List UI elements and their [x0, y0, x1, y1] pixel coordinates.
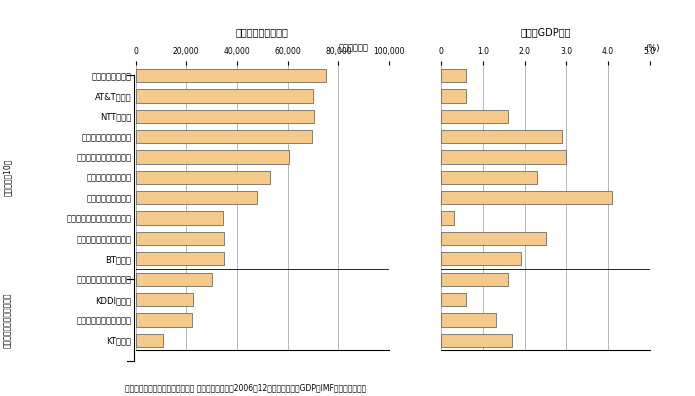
Bar: [441, 69, 466, 82]
Bar: [441, 334, 512, 347]
Bar: [136, 191, 256, 204]
Text: （参考）アジア主要事業者: （参考）アジア主要事業者: [3, 292, 13, 348]
Bar: [441, 272, 508, 286]
Bar: [136, 334, 163, 347]
Bar: [136, 69, 326, 82]
Bar: [136, 272, 212, 286]
Text: 対自国GDP比率: 対自国GDP比率: [521, 27, 571, 37]
Text: 通信サービス売上高: 通信サービス売上高: [236, 27, 289, 37]
Text: (%): (%): [646, 44, 660, 53]
Bar: [441, 211, 454, 225]
Bar: [136, 252, 224, 265]
Bar: [441, 110, 508, 123]
Bar: [441, 191, 612, 204]
Bar: [441, 89, 466, 103]
Bar: [441, 313, 496, 327]
Bar: [441, 150, 566, 164]
Bar: [136, 89, 313, 103]
Bar: [136, 232, 224, 245]
Text: 通信サービス売上高はガートナー データクエスト（2006年12月）資料，自国GDPはIMF資料により作成: 通信サービス売上高はガートナー データクエスト（2006年12月）資料，自国GD…: [125, 383, 366, 392]
Bar: [136, 110, 314, 123]
Text: （百万ドル）: （百万ドル）: [339, 44, 369, 53]
Bar: [441, 252, 521, 265]
Bar: [441, 171, 537, 184]
Bar: [136, 171, 270, 184]
Bar: [136, 130, 312, 143]
Bar: [441, 293, 466, 306]
Text: 売上高上位10社: 売上高上位10社: [3, 158, 13, 196]
Bar: [136, 313, 192, 327]
Bar: [136, 293, 193, 306]
Bar: [441, 130, 562, 143]
Bar: [136, 211, 224, 225]
Bar: [136, 150, 288, 164]
Bar: [441, 232, 546, 245]
